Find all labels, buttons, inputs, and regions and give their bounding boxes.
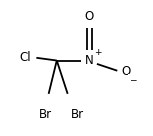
Text: −: − [129, 75, 137, 84]
Text: N: N [85, 54, 94, 67]
Text: Br: Br [39, 108, 52, 121]
Text: O: O [121, 65, 131, 78]
Text: Br: Br [71, 108, 84, 121]
Text: O: O [85, 10, 94, 24]
Text: Cl: Cl [19, 51, 31, 64]
Text: +: + [94, 48, 101, 57]
